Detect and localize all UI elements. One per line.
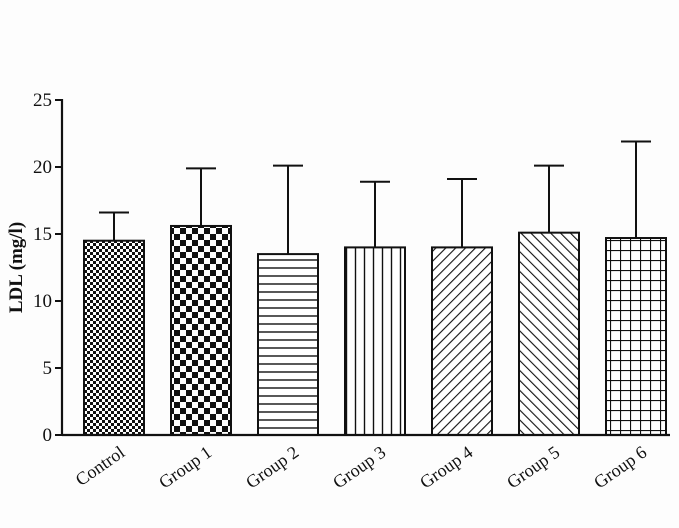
- bar-group-3: [344, 246, 406, 436]
- y-tick-label: 15: [33, 224, 52, 245]
- axes-layer: [60, 99, 670, 437]
- x-category-label: Group 1: [155, 442, 215, 493]
- y-tick-label: 20: [33, 157, 52, 178]
- y-tick-label: 25: [33, 90, 52, 111]
- bars-layer: [83, 224, 667, 436]
- y-tick-label: 5: [43, 358, 53, 379]
- x-category-label: Group 2: [242, 442, 302, 493]
- x-category-label: Group 6: [590, 442, 650, 493]
- bar-group-2: [257, 253, 319, 436]
- x-category-label: Group 5: [503, 442, 563, 493]
- y-tick-label: 0: [43, 425, 53, 446]
- bar-group-5: [518, 231, 580, 436]
- y-tick-label: 10: [33, 291, 52, 312]
- x-labels-layer: Control Group 1 Group 2 Group 3 Group 4 Group…: [72, 442, 651, 493]
- y-axis-title-group: LDL (mg/l): [6, 222, 27, 313]
- y-axis-title: LDL (mg/l): [6, 222, 27, 313]
- bar-group-6: [605, 237, 667, 436]
- bar-group-1: [170, 224, 232, 436]
- bar-control: [83, 239, 145, 436]
- y-ticks-layer: 0 5 10 15 20 25: [33, 90, 62, 446]
- x-category-label: Group 3: [329, 442, 389, 493]
- bar-group-4: [431, 246, 493, 436]
- error-bars-layer: [99, 140, 651, 255]
- x-category-label: Control: [72, 442, 129, 490]
- x-category-label: Group 4: [416, 442, 476, 493]
